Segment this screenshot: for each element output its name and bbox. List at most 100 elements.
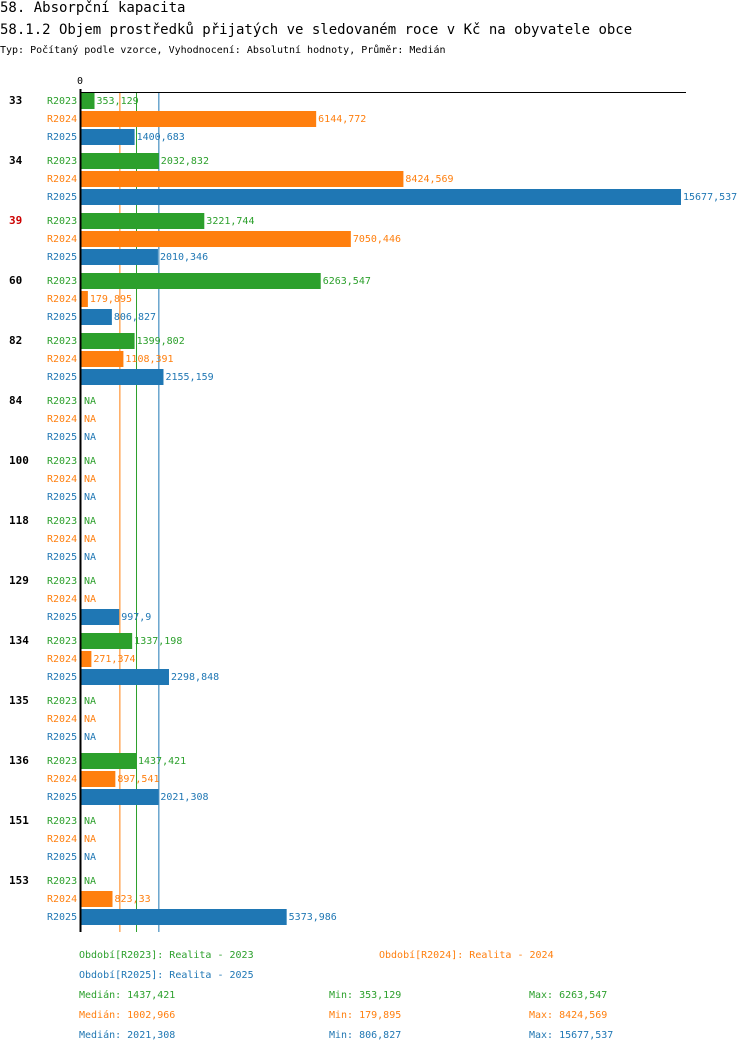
category-label-100: 100: [9, 454, 29, 467]
series-label-r2024: R2024: [47, 354, 77, 365]
series-label-r2024: R2024: [47, 114, 77, 125]
bar-129-r2025: [81, 609, 120, 625]
page-title: 58. Absorpční kapacita: [0, 0, 186, 16]
bar-60-r2024: [81, 291, 88, 307]
bar-39-r2024: [81, 231, 351, 247]
series-label-r2023: R2023: [47, 876, 77, 887]
series-label-r2024: R2024: [47, 834, 77, 845]
data-label-39-r2024: 7050,446: [353, 234, 401, 245]
data-label-60-r2025: 806,827: [114, 312, 156, 323]
bar-39-r2025: [81, 249, 158, 265]
bar-153-r2025: [81, 909, 287, 925]
series-label-r2023: R2023: [47, 636, 77, 647]
data-label-39-r2023: 3221,744: [206, 216, 254, 227]
bar-134-r2025: [81, 669, 169, 685]
bar-134-r2023: [81, 633, 133, 649]
category-label-151: 151: [9, 814, 29, 827]
series-label-r2025: R2025: [47, 312, 77, 323]
data-label-100-r2023: NA: [84, 456, 96, 467]
axis-zero-label: 0: [77, 76, 83, 87]
series-label-r2024: R2024: [47, 174, 77, 185]
data-label-129-r2023: NA: [84, 576, 96, 587]
bar-82-r2024: [81, 351, 124, 367]
series-label-r2024: R2024: [47, 774, 77, 785]
category-label-39: 39: [9, 214, 22, 227]
bar-39-r2023: [81, 213, 205, 229]
data-label-33-r2025: 1400,683: [137, 132, 185, 143]
bar-60-r2023: [81, 273, 321, 289]
series-label-r2023: R2023: [47, 336, 77, 347]
series-label-r2025: R2025: [47, 852, 77, 863]
data-label-153-r2025: 5373,986: [289, 912, 337, 923]
series-label-r2023: R2023: [47, 396, 77, 407]
series-label-r2025: R2025: [47, 612, 77, 623]
series-label-r2024: R2024: [47, 714, 77, 725]
stat-median-2: Medián: 2021,308: [79, 1029, 175, 1041]
series-label-r2025: R2025: [47, 432, 77, 443]
stat-min-1: Min: 179,895: [329, 1010, 401, 1021]
series-label-r2025: R2025: [47, 732, 77, 743]
series-label-r2023: R2023: [47, 576, 77, 587]
series-label-r2023: R2023: [47, 816, 77, 827]
data-label-100-r2024: NA: [84, 474, 96, 485]
category-label-34: 34: [9, 154, 23, 167]
data-label-34-r2023: 2032,832: [161, 156, 209, 167]
stat-median-0: Medián: 1437,421: [79, 989, 175, 1001]
data-label-82-r2024: 1108,391: [125, 354, 173, 365]
data-label-153-r2023: NA: [84, 876, 96, 887]
bar-82-r2025: [81, 369, 164, 385]
data-label-33-r2024: 6144,772: [318, 114, 366, 125]
data-label-151-r2024: NA: [84, 834, 96, 845]
data-label-135-r2023: NA: [84, 696, 96, 707]
bar-134-r2024: [81, 651, 92, 667]
bar-136-r2025: [81, 789, 159, 805]
series-label-r2023: R2023: [47, 456, 77, 467]
series-label-r2024: R2024: [47, 654, 77, 665]
series-label-r2023: R2023: [47, 696, 77, 707]
series-label-r2024: R2024: [47, 894, 77, 905]
data-label-136-r2024: 897,541: [117, 774, 159, 785]
category-label-84: 84: [9, 394, 23, 407]
series-label-r2025: R2025: [47, 372, 77, 383]
data-label-82-r2023: 1399,802: [137, 336, 185, 347]
data-label-84-r2024: NA: [84, 414, 96, 425]
data-label-34-r2025: 15677,537: [683, 192, 737, 203]
series-label-r2024: R2024: [47, 534, 77, 545]
data-label-134-r2024: 271,374: [93, 654, 135, 665]
series-label-r2024: R2024: [47, 414, 77, 425]
category-label-33: 33: [9, 94, 22, 107]
stat-min-2: Min: 806,827: [329, 1030, 401, 1041]
series-label-r2025: R2025: [47, 192, 77, 203]
category-label-82: 82: [9, 334, 22, 347]
series-label-r2024: R2024: [47, 294, 77, 305]
data-label-151-r2025: NA: [84, 852, 96, 863]
series-label-r2023: R2023: [47, 276, 77, 287]
category-label-153: 153: [9, 874, 29, 887]
bar-153-r2024: [81, 891, 113, 907]
stat-max-1: Max: 8424,569: [529, 1010, 607, 1021]
stat-min-0: Min: 353,129: [329, 990, 401, 1001]
bar-82-r2023: [81, 333, 135, 349]
series-label-r2025: R2025: [47, 792, 77, 803]
data-label-82-r2025: 2155,159: [165, 372, 213, 383]
data-label-39-r2025: 2010,346: [160, 252, 208, 263]
series-label-r2025: R2025: [47, 132, 77, 143]
series-label-r2024: R2024: [47, 234, 77, 245]
data-label-100-r2025: NA: [84, 492, 96, 503]
data-label-151-r2023: NA: [84, 816, 96, 827]
data-label-134-r2025: 2298,848: [171, 672, 219, 683]
series-label-r2023: R2023: [47, 756, 77, 767]
category-label-136: 136: [9, 754, 29, 767]
data-label-153-r2024: 823,33: [115, 894, 151, 905]
series-label-r2025: R2025: [47, 552, 77, 563]
data-label-129-r2025: 997,9: [121, 612, 151, 623]
bar-34-r2023: [81, 153, 159, 169]
series-label-r2023: R2023: [47, 216, 77, 227]
bar-34-r2024: [81, 171, 404, 187]
series-label-r2024: R2024: [47, 474, 77, 485]
data-label-34-r2024: 8424,569: [405, 174, 453, 185]
data-label-33-r2023: 353,129: [97, 96, 139, 107]
data-label-60-r2023: 6263,547: [323, 276, 371, 287]
series-label-r2024: R2024: [47, 594, 77, 605]
